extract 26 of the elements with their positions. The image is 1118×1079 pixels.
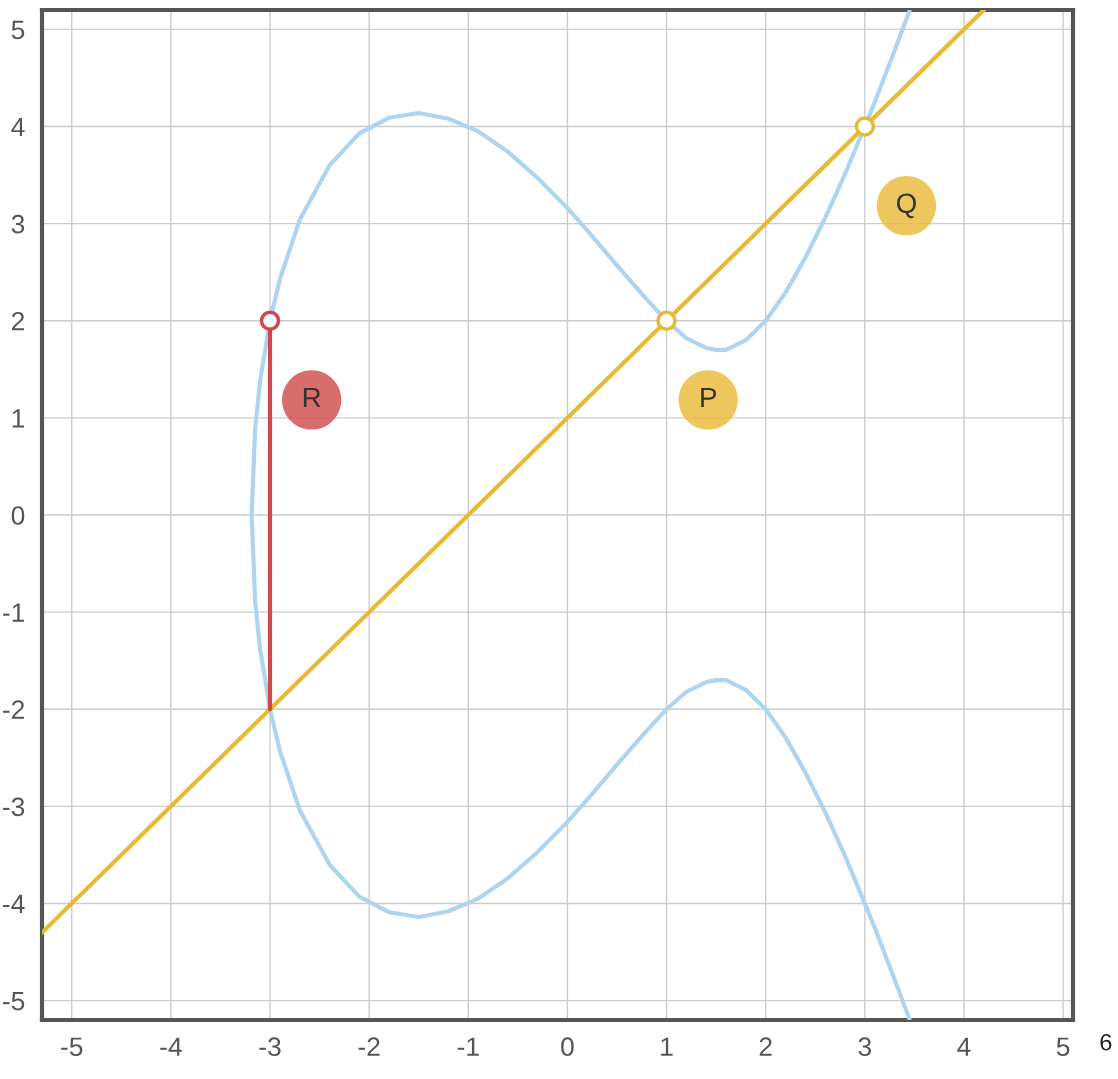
y-tick-label: -1 [3,603,25,622]
y-tick-label: 2 [11,311,25,331]
text: R [303,388,321,408]
x-tick-label: 0 [561,1037,574,1057]
x-tick-label: -2 [358,1037,380,1056]
x-tick-label: 4 [957,1037,971,1056]
y-tick-label: 3 [11,214,25,234]
y-tick-label: -5 [3,991,25,1011]
y-tick-label: -2 [3,700,25,719]
text: Q [897,193,916,219]
y-tick-label: 5 [11,20,25,40]
y-tick-label: 0 [11,506,25,525]
x-tick-label: -4 [160,1037,182,1056]
text: 6 [1100,1033,1112,1051]
y-tick-label: 1 [12,409,25,428]
x-tick-label: 2 [759,1037,772,1056]
x-tick-label: 3 [858,1037,871,1057]
y-tick-label: 4 [11,117,25,137]
y-tick-label: -4 [3,894,25,914]
text: P [701,388,717,408]
x-tick-label: -3 [259,1037,281,1057]
x-tick-label: 5 [1056,1037,1070,1057]
x-tick-label: -5 [61,1037,83,1057]
x-tick-label: -1 [457,1037,479,1056]
y-tick-label: -3 [3,797,25,817]
x-tick-label: 1 [661,1037,673,1056]
